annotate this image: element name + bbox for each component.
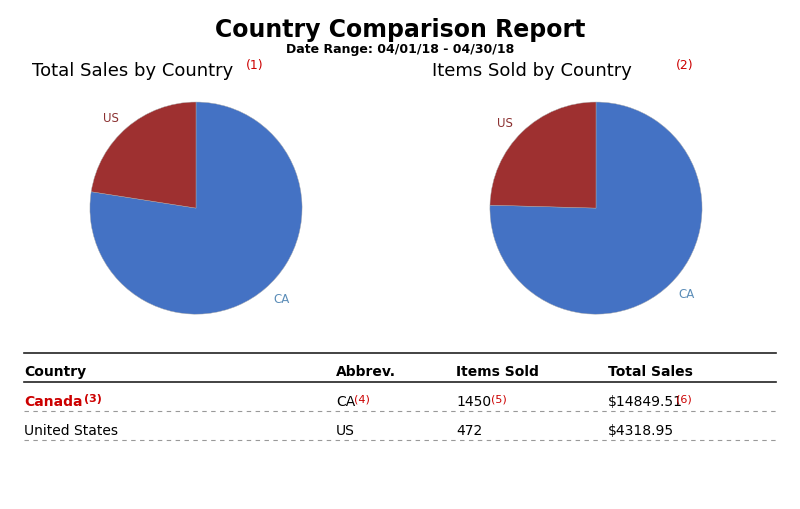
Wedge shape [91,103,196,209]
Text: Items Sold: Items Sold [456,364,539,378]
Text: CA: CA [274,292,290,305]
Wedge shape [490,103,702,315]
Text: Abbrev.: Abbrev. [336,364,396,378]
Text: (4): (4) [354,393,370,404]
Text: Date Range: 04/01/18 - 04/30/18: Date Range: 04/01/18 - 04/30/18 [286,43,514,56]
Text: (6): (6) [676,393,692,404]
Text: CA: CA [336,394,355,408]
Text: Total Sales: Total Sales [608,364,693,378]
Text: 1450: 1450 [456,394,491,408]
Text: 472: 472 [456,423,482,437]
Wedge shape [90,103,302,315]
Text: (3): (3) [84,393,102,404]
Text: Total Sales by Country: Total Sales by Country [32,62,234,80]
Text: United States: United States [24,423,118,437]
Text: (1): (1) [246,59,264,72]
Wedge shape [490,103,596,209]
Text: (2): (2) [676,59,694,72]
Text: $4318.95: $4318.95 [608,423,674,437]
Text: US: US [498,117,513,130]
Text: Items Sold by Country: Items Sold by Country [432,62,632,80]
Text: Country: Country [24,364,86,378]
Text: (5): (5) [491,393,507,404]
Text: $14849.51: $14849.51 [608,394,683,408]
Text: US: US [336,423,355,437]
Text: US: US [103,112,118,125]
Text: Country Comparison Report: Country Comparison Report [215,18,585,42]
Text: Canada: Canada [24,394,82,408]
Text: CA: CA [679,287,695,300]
